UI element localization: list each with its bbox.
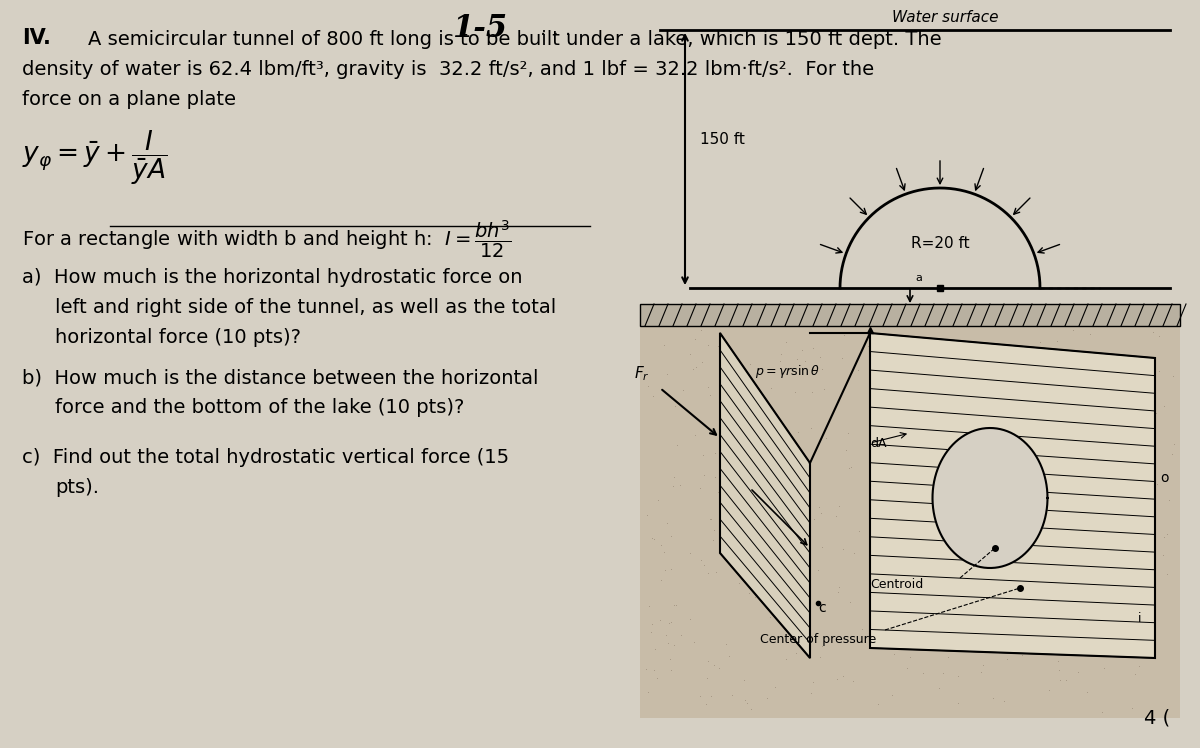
Text: . . .: . . .: [540, 20, 571, 39]
Text: pts).: pts).: [55, 478, 98, 497]
Text: 1-5: 1-5: [452, 13, 508, 44]
Text: 150 ft: 150 ft: [700, 132, 745, 147]
Text: 4 (: 4 (: [1144, 709, 1170, 728]
Text: force and the bottom of the lake (10 pts)?: force and the bottom of the lake (10 pts…: [55, 398, 464, 417]
Text: Centroid: Centroid: [870, 578, 923, 591]
Text: dA: dA: [870, 437, 887, 450]
Bar: [640, 304, 1180, 326]
Text: Water surface: Water surface: [892, 10, 998, 25]
Text: a)  How much is the horizontal hydrostatic force on: a) How much is the horizontal hydrostati…: [22, 268, 522, 287]
Text: horizontal force (10 pts)?: horizontal force (10 pts)?: [55, 328, 301, 347]
Text: IV.: IV.: [22, 28, 50, 48]
Polygon shape: [932, 428, 1048, 568]
Bar: [640, 326, 1180, 718]
Text: o: o: [1160, 471, 1169, 485]
Polygon shape: [720, 333, 810, 658]
Text: $F_r$: $F_r$: [635, 364, 650, 383]
Text: i: i: [1139, 612, 1141, 625]
Text: b)  How much is the distance between the horizontal: b) How much is the distance between the …: [22, 368, 539, 387]
Text: $p = \gamma r \sin\theta$: $p = \gamma r \sin\theta$: [755, 363, 820, 380]
Text: Center of pressure: Center of pressure: [760, 633, 876, 646]
Text: left and right side of the tunnel, as well as the total: left and right side of the tunnel, as we…: [55, 298, 557, 317]
Text: force on a plane plate: force on a plane plate: [22, 90, 236, 109]
Text: A semicircular tunnel of 800 ft long is to be built under a lake, which is 150 f: A semicircular tunnel of 800 ft long is …: [88, 30, 942, 49]
Text: $y_{\varphi} = \bar{y} + \dfrac{I}{\bar{y}A}$: $y_{\varphi} = \bar{y} + \dfrac{I}{\bar{…: [22, 128, 167, 186]
Text: For a rectangle with width b and height h:  $I = \dfrac{bh^3}{12}$: For a rectangle with width b and height …: [22, 218, 512, 260]
Text: a: a: [916, 273, 922, 283]
Text: c: c: [818, 601, 826, 615]
Text: c)  Find out the total hydrostatic vertical force (15: c) Find out the total hydrostatic vertic…: [22, 448, 509, 467]
Text: R=20 ft: R=20 ft: [911, 236, 970, 251]
Polygon shape: [870, 333, 1154, 658]
Text: density of water is 62.4 lbm/ft³, gravity is  32.2 ft/s², and 1 lbf = 32.2 lbm·f: density of water is 62.4 lbm/ft³, gravit…: [22, 60, 874, 79]
